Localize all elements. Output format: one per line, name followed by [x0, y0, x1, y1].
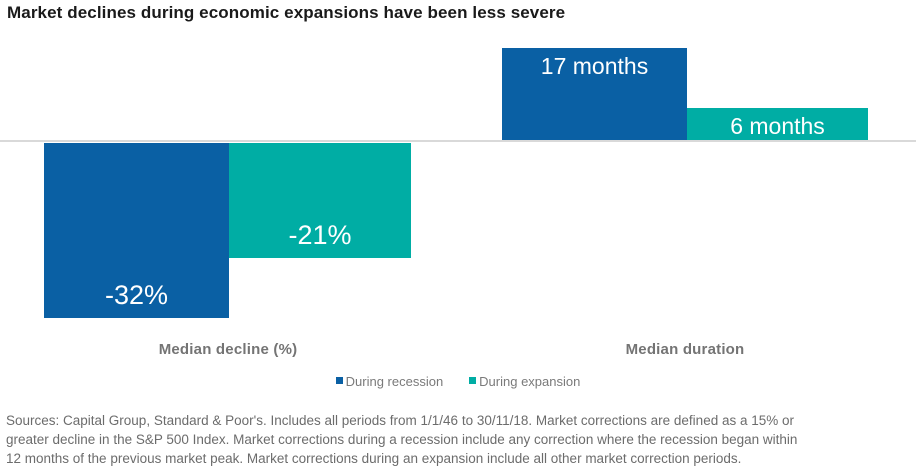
bar-value-label: 6 months — [730, 113, 825, 139]
legend: During recession During expansion — [0, 374, 916, 389]
category-label-median-decline: Median decline (%) — [158, 341, 298, 358]
legend-item-recession: During recession — [335, 374, 444, 389]
chart-title: Market declines during economic expansio… — [7, 3, 566, 22]
bar-duration-recession: 17 months — [502, 48, 687, 140]
footnote-line: Sources: Capital Group, Standard & Poor'… — [6, 413, 795, 428]
legend-expansion-label: During expansion — [479, 374, 581, 389]
source-footnote: Sources: Capital Group, Standard & Poor'… — [6, 411, 911, 468]
bar-value-label: -21% — [288, 219, 352, 250]
category-label-median-duration: Median duration — [625, 341, 745, 358]
legend-item-expansion: During expansion — [469, 374, 580, 389]
bar-decline-recession: -32% — [44, 143, 229, 318]
bar-decline-expansion: -21% — [229, 143, 411, 258]
bar-value-label: 17 months — [540, 53, 649, 79]
legend-expansion-swatch-icon — [469, 377, 477, 384]
zero-baseline — [0, 140, 916, 142]
legend-recession-swatch-icon — [335, 377, 343, 384]
bar-value-label: -32% — [104, 279, 169, 310]
footnote-line: 12 months of the previous market peak. M… — [6, 451, 742, 466]
bar-duration-expansion: 6 months — [687, 108, 868, 140]
legend-recession-label: During recession — [345, 374, 444, 389]
footnote-line: greater decline in the S&P 500 Index. Ma… — [6, 432, 798, 447]
